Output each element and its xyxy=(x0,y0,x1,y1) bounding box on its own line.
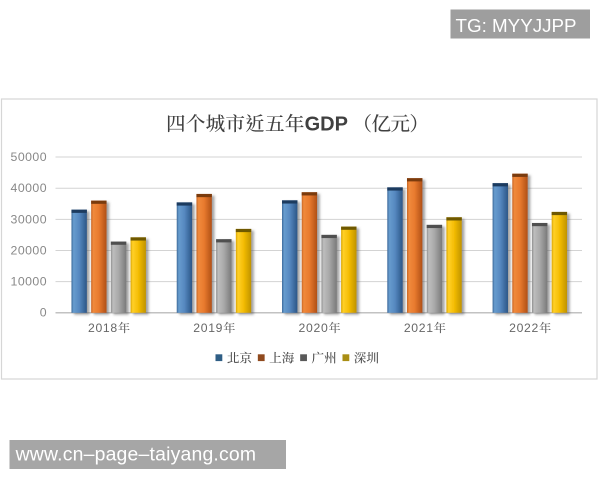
svg-text:0: 0 xyxy=(40,306,47,320)
svg-text:30000: 30000 xyxy=(11,212,47,226)
svg-text:www.cn–page–taiyang.com: www.cn–page–taiyang.com xyxy=(15,443,257,465)
svg-text:2021: 2021 xyxy=(404,321,434,335)
svg-text:2018: 2018 xyxy=(88,321,118,335)
svg-text:2020: 2020 xyxy=(299,321,329,335)
svg-text:GDP: GDP xyxy=(305,114,348,136)
svg-text:2019: 2019 xyxy=(193,321,223,335)
svg-text:40000: 40000 xyxy=(11,181,47,195)
svg-text:2022: 2022 xyxy=(509,321,539,335)
svg-text:20000: 20000 xyxy=(11,243,47,257)
svg-text:10000: 10000 xyxy=(11,275,47,289)
svg-text:TG: MYYJJPP: TG: MYYJJPP xyxy=(456,15,577,36)
svg-text:50000: 50000 xyxy=(11,150,47,164)
